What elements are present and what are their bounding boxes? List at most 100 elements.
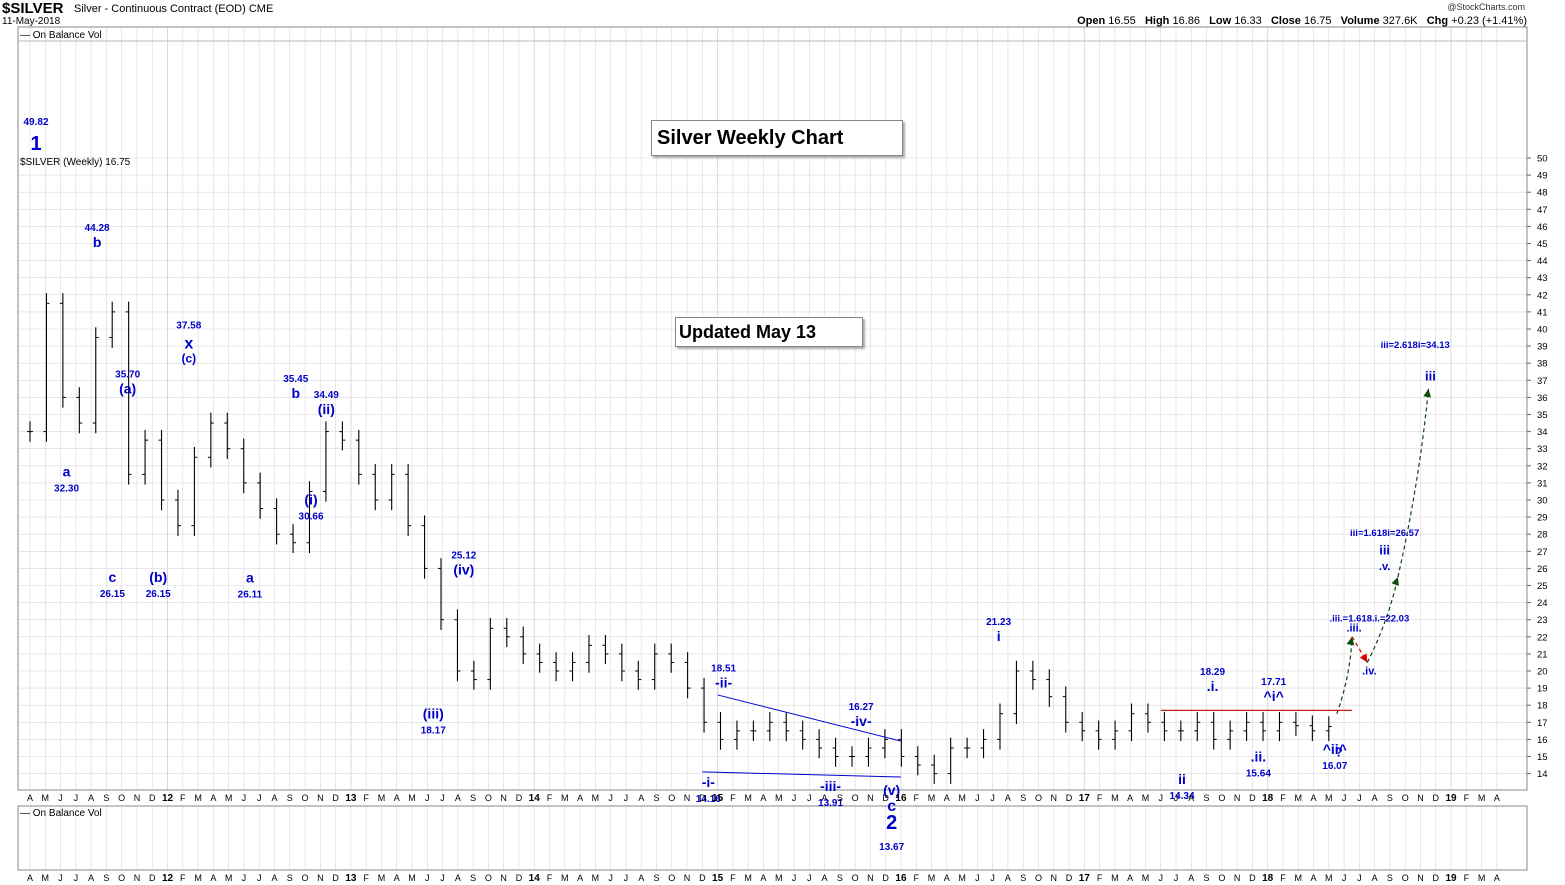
wave-id: .ii.: [1251, 749, 1267, 765]
wave-value: 18.29: [1200, 667, 1225, 678]
x-tick-label-lower: M: [378, 873, 386, 883]
x-tick-label-lower: N: [1234, 873, 1241, 883]
projection-label: .iv.: [1362, 665, 1376, 677]
wave-id: (ii): [318, 401, 335, 417]
wave-id: (i): [304, 492, 317, 508]
projection-label: iii: [1379, 543, 1390, 558]
wave-label: 35.45b: [283, 374, 308, 401]
price-bar: [322, 421, 329, 502]
x-tick-label-lower: M: [561, 873, 569, 883]
price-bar: [635, 660, 642, 690]
y-tick-label: 45: [1537, 239, 1548, 250]
x-tick-label-lower: A: [271, 873, 277, 883]
price-bar: [947, 737, 954, 784]
x-tick-label-lower: J: [608, 873, 613, 883]
x-tick-label: N: [684, 793, 691, 803]
x-tick-label: M: [744, 793, 752, 803]
price-bar: [849, 746, 856, 767]
y-tick-label: 16: [1537, 735, 1548, 746]
x-tick-label-lower: M: [1294, 873, 1302, 883]
x-tick-label: S: [470, 793, 476, 803]
x-tick-label-lower: 16: [895, 873, 907, 884]
price-bar: [142, 429, 149, 485]
y-tick-label: 50: [1537, 154, 1548, 165]
x-tick-label-lower: O: [668, 873, 675, 883]
price-bars: [27, 293, 1332, 784]
x-tick-label-lower: A: [88, 873, 94, 883]
x-tick-label: M: [561, 793, 569, 803]
x-tick-label-lower: J: [975, 873, 980, 883]
wave-label: 25.12(iv): [451, 550, 476, 577]
x-tick-label: M: [1478, 793, 1486, 803]
x-tick-label-lower: 14: [529, 873, 541, 884]
x-tick-label-lower: S: [287, 873, 293, 883]
y-tick-label: 41: [1537, 307, 1548, 318]
y-tick-label: 47: [1537, 205, 1548, 216]
x-tick-label: A: [394, 793, 400, 803]
wave-value: 13.91: [818, 798, 843, 809]
x-tick-label-lower: M: [775, 873, 783, 883]
price-bar: [290, 523, 297, 554]
y-tick-label: 27: [1537, 547, 1548, 558]
y-tick-label: 21: [1537, 649, 1548, 660]
x-tick-label-lower: J: [1342, 873, 1347, 883]
y-tick-label: 33: [1537, 444, 1548, 455]
price-bar: [964, 737, 971, 759]
wave-value: 25.12: [451, 550, 476, 561]
x-tick-label-lower: O: [1402, 873, 1409, 883]
x-tick-label: F: [180, 793, 186, 803]
y-tick-label: 25: [1537, 581, 1548, 592]
wave-id: (v): [883, 782, 900, 798]
x-tick-label: J: [1174, 793, 1179, 803]
x-tick-label: J: [1357, 793, 1362, 803]
price-bar: [651, 643, 658, 690]
price-bar: [438, 558, 445, 630]
main-panel-frame: [17, 26, 1528, 791]
x-tick-label-lower: O: [118, 873, 125, 883]
x-tick-label: 15: [712, 793, 724, 804]
x-tick-label-lower: A: [944, 873, 950, 883]
x-tick-label-lower: S: [837, 873, 843, 883]
x-tick-label-lower: D: [1249, 873, 1256, 883]
wave-id: -i-: [702, 774, 716, 790]
projection-arrowhead: [1423, 388, 1432, 398]
y-tick-label: 28: [1537, 530, 1548, 541]
x-tick-label-lower: N: [500, 873, 507, 883]
x-tick-label-lower: A: [760, 873, 766, 883]
y-tick-label: 24: [1537, 598, 1548, 609]
wave-id: a: [63, 464, 71, 480]
price-bar: [339, 421, 346, 451]
x-tick-label: M: [194, 793, 202, 803]
x-tick-label: A: [1372, 793, 1378, 803]
price-bar: [553, 652, 560, 682]
x-tick-label-lower: S: [470, 873, 476, 883]
wave-id: a: [246, 570, 254, 586]
wave-labels: 49.821a32.3044.28bc26.1535.70(a)(b)26.15…: [23, 117, 1449, 853]
x-tick-label-lower: 19: [1445, 873, 1457, 884]
x-tick-label: O: [485, 793, 492, 803]
projection-segment: [1397, 388, 1430, 578]
ohlc-change: Chg +0.23 (+1.41%): [1426, 15, 1527, 27]
bottom-indicator-label: — On Balance Vol: [20, 808, 102, 819]
projection-label: .iii.=1.618.i.=22.03: [1329, 613, 1409, 624]
price-bar: [881, 729, 888, 759]
wave-label: (v)c2 13.67: [879, 782, 904, 853]
x-tick-label: A: [638, 793, 644, 803]
price-bar: [1292, 712, 1299, 736]
x-tick-label-lower: N: [684, 873, 691, 883]
projection-label: .v.: [1379, 561, 1390, 573]
y-tick-label: 20: [1537, 667, 1548, 678]
wave-label: -i- 14.16: [696, 774, 721, 805]
x-tick-label-lower: J: [1357, 873, 1362, 883]
wave-label: 18.51-ii-: [711, 663, 736, 690]
price-bar: [174, 489, 181, 536]
price-bar: [816, 729, 823, 759]
wave-value: 18.17: [421, 725, 446, 736]
price-bar: [207, 412, 214, 468]
x-tick-label: A: [271, 793, 277, 803]
ohlc-summary: Open 16.55 High 16.86 Low 16.33 Close 16…: [1077, 15, 1527, 27]
wave-value: 26.15: [100, 589, 125, 600]
x-tick-label-lower: F: [1097, 873, 1103, 883]
x-tick-label: S: [103, 793, 109, 803]
chart-symbol: $SILVER: [2, 0, 64, 17]
